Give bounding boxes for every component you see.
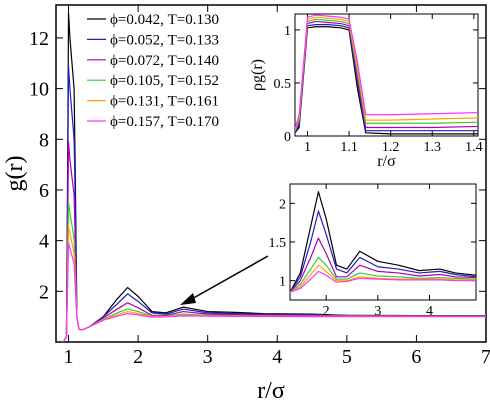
main-xtick-label: 2 xyxy=(133,346,143,368)
inset-bottom-series-line-4 xyxy=(290,264,476,293)
inset-top-series-group xyxy=(295,14,478,135)
main-xtick-label: 6 xyxy=(411,346,421,368)
main-y-axis-label: g(r) xyxy=(2,156,28,192)
inset-bottom-series-group xyxy=(290,191,476,293)
inset-top-xtick-label: 1.1 xyxy=(340,140,358,155)
inset-bottom-series-line-5 xyxy=(290,270,476,293)
main-series-line-1 xyxy=(62,65,486,342)
legend-label-5: ϕ=0.157, T=0.170 xyxy=(110,114,219,130)
inset-bottom-xtick-label: 2 xyxy=(323,304,330,319)
inset-bottom-series-line-1 xyxy=(290,210,476,293)
inset-bottom-plot: 2 3 4 1 1.5 2 xyxy=(269,183,477,319)
main-xtick-label: 3 xyxy=(203,346,213,368)
inset-bottom-ytick-label: 1 xyxy=(279,275,286,290)
main-series-group xyxy=(62,12,486,342)
main-ytick-label: 12 xyxy=(29,28,49,50)
legend-label-4: ϕ=0.131, T=0.161 xyxy=(110,94,219,110)
inset-bottom-xtick-label: 4 xyxy=(426,304,433,319)
inset-top-plot: 1 1.1 1.2 1.3 1.4 0 0.5 1 r/σ ρg(r) xyxy=(249,13,483,170)
main-ytick-label: 10 xyxy=(29,79,49,101)
inset-bottom-frame xyxy=(289,183,477,301)
arrow-shaft xyxy=(189,255,269,301)
main-series-line-5 xyxy=(62,242,486,342)
inset-top-xtick-label: 1 xyxy=(304,140,311,155)
main-xtick-label: 1 xyxy=(64,346,74,368)
main-series-line-2 xyxy=(62,141,486,342)
inset-bottom-xtick-label: 3 xyxy=(374,304,381,319)
main-series-line-0 xyxy=(62,12,486,342)
main-ytick-label: 2 xyxy=(39,281,49,303)
legend-label-2: ϕ=0.072, T=0.140 xyxy=(110,53,219,69)
legend: ϕ=0.042, T=0.130 ϕ=0.052, T=0.133 ϕ=0.072,… xyxy=(87,12,219,130)
main-ytick-label: 6 xyxy=(39,180,49,202)
inset-top-x-axis-label: r/σ xyxy=(377,153,396,170)
arrow-head xyxy=(180,293,196,305)
main-xtick-label: 5 xyxy=(342,346,352,368)
inset-top-ytick-label: 0.5 xyxy=(274,77,292,92)
inset-top-xtick-label: 1.4 xyxy=(465,140,483,155)
inset-bottom-ytick-label: 2 xyxy=(279,197,286,212)
inset-bottom-series-line-2 xyxy=(290,237,476,293)
legend-label-3: ϕ=0.105, T=0.152 xyxy=(110,73,219,89)
main-xtick-label: 7 xyxy=(481,346,490,368)
main-x-axis-label: r/σ xyxy=(257,378,285,404)
inset-top-ytick-label: 1 xyxy=(284,24,291,39)
legend-label-0: ϕ=0.042, T=0.130 xyxy=(110,12,219,28)
inset-top-frame xyxy=(294,13,479,137)
inset-bottom-series-line-0 xyxy=(290,191,476,293)
inset-top-y-axis-label: ρg(r) xyxy=(249,59,266,91)
inset-top-xtick-label: 1.2 xyxy=(382,140,400,155)
inset-bottom-ytick-label: 1.5 xyxy=(269,236,287,251)
main-ytick-label: 8 xyxy=(39,129,49,151)
annotation-arrow xyxy=(180,255,269,305)
main-xtick-label: 4 xyxy=(272,346,282,368)
inset-bottom-series-line-3 xyxy=(290,256,476,293)
inset-top-xtick-label: 1.3 xyxy=(424,140,442,155)
inset-top-ytick-label: 0 xyxy=(284,130,291,145)
legend-label-1: ϕ=0.052, T=0.133 xyxy=(110,32,219,48)
main-ytick-label: 4 xyxy=(39,231,49,253)
inset-top-series-line-5 xyxy=(295,14,478,129)
